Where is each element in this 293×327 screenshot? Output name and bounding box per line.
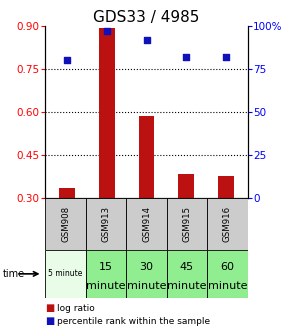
- Bar: [99, 27, 115, 198]
- Text: GSM915: GSM915: [183, 206, 191, 242]
- Bar: [139, 116, 154, 198]
- Bar: [207, 198, 248, 250]
- Bar: [86, 250, 126, 298]
- Bar: [45, 198, 86, 250]
- Bar: [126, 250, 167, 298]
- Text: ■: ■: [45, 316, 55, 326]
- Text: 30: 30: [139, 262, 154, 272]
- Text: minute: minute: [86, 281, 126, 291]
- Point: [105, 29, 109, 34]
- Bar: [86, 198, 126, 250]
- Bar: [167, 198, 207, 250]
- Text: time: time: [3, 269, 25, 279]
- Text: 5 minute: 5 minute: [48, 269, 83, 278]
- Text: log ratio: log ratio: [57, 303, 95, 313]
- Bar: [45, 250, 86, 298]
- Point: [144, 37, 149, 43]
- Text: ■: ■: [45, 303, 55, 313]
- Text: 45: 45: [180, 262, 194, 272]
- Text: percentile rank within the sample: percentile rank within the sample: [57, 317, 210, 326]
- Text: 60: 60: [220, 262, 234, 272]
- Point: [65, 58, 69, 63]
- Bar: [126, 198, 167, 250]
- Text: GSM913: GSM913: [102, 206, 110, 242]
- Point: [184, 54, 188, 60]
- Point: [224, 54, 228, 60]
- Bar: [178, 174, 194, 198]
- Text: GSM908: GSM908: [61, 206, 70, 242]
- Text: 15: 15: [99, 262, 113, 272]
- Bar: [218, 176, 234, 198]
- Text: GSM914: GSM914: [142, 206, 151, 242]
- Bar: [59, 188, 75, 198]
- Text: minute: minute: [167, 281, 207, 291]
- Text: GSM916: GSM916: [223, 206, 232, 242]
- Bar: [167, 250, 207, 298]
- Text: minute: minute: [127, 281, 166, 291]
- Bar: [207, 250, 248, 298]
- Title: GDS33 / 4985: GDS33 / 4985: [93, 10, 200, 25]
- Text: minute: minute: [208, 281, 247, 291]
